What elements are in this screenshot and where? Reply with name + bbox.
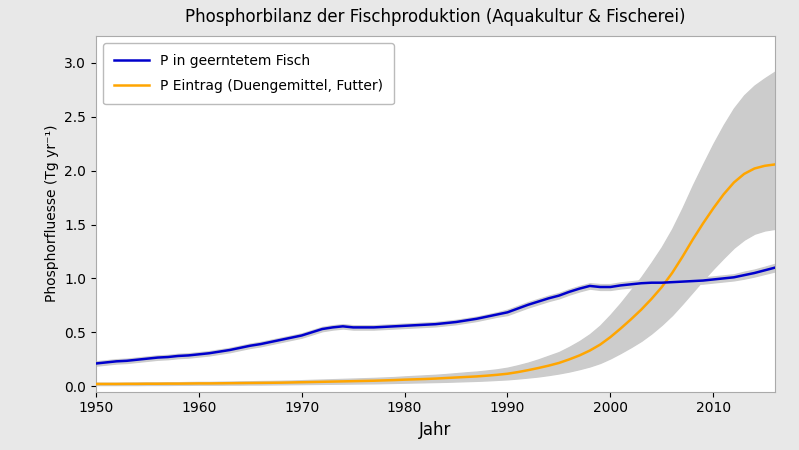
Legend: P in geerntetem Fisch, P Eintrag (Duengemittel, Futter): P in geerntetem Fisch, P Eintrag (Duenge…: [103, 43, 394, 104]
P in geerntetem Fisch: [91, 361, 101, 366]
P in geerntetem Fisch: [729, 274, 738, 280]
P Eintrag (Duengemittel, Futter): [369, 378, 379, 383]
P Eintrag (Duengemittel, Futter): [91, 381, 101, 387]
P in geerntetem Fisch: [245, 343, 255, 348]
Title: Phosphorbilanz der Fischproduktion (Aquakultur & Fischerei): Phosphorbilanz der Fischproduktion (Aqua…: [185, 8, 686, 26]
P Eintrag (Duengemittel, Futter): [770, 162, 780, 167]
P in geerntetem Fisch: [369, 325, 379, 330]
P Eintrag (Duengemittel, Futter): [729, 180, 738, 185]
P Eintrag (Duengemittel, Futter): [245, 380, 255, 386]
Y-axis label: Phosphorfluesse (Tg yr⁻¹): Phosphorfluesse (Tg yr⁻¹): [45, 125, 58, 302]
P Eintrag (Duengemittel, Futter): [400, 377, 409, 382]
P in geerntetem Fisch: [770, 265, 780, 270]
P in geerntetem Fisch: [400, 323, 409, 328]
P Eintrag (Duengemittel, Futter): [606, 334, 615, 340]
X-axis label: Jahr: Jahr: [419, 421, 451, 439]
P in geerntetem Fisch: [606, 284, 615, 290]
P in geerntetem Fisch: [194, 351, 204, 357]
P Eintrag (Duengemittel, Futter): [194, 381, 204, 386]
Line: P Eintrag (Duengemittel, Futter): P Eintrag (Duengemittel, Futter): [96, 164, 775, 384]
Line: P in geerntetem Fisch: P in geerntetem Fisch: [96, 268, 775, 364]
